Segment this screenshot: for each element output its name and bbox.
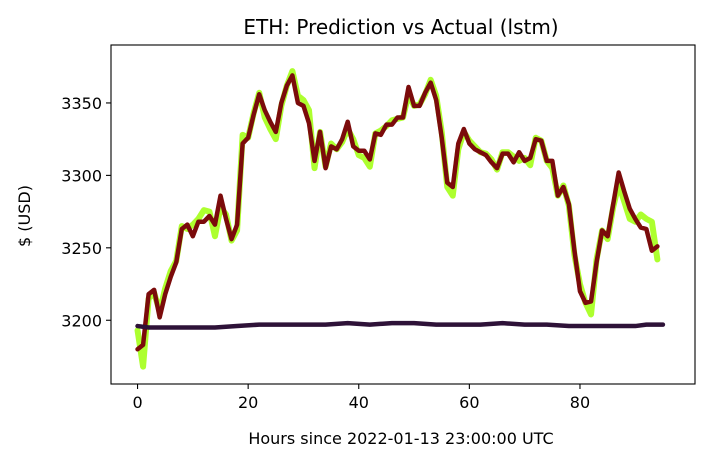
series-line-baseline — [135, 320, 666, 330]
plot-series — [134, 68, 666, 370]
chart-title: ETH: Prediction vs Actual (lstm) — [243, 15, 558, 39]
x-axis-title: Hours since 2022-01-13 23:00:00 UTC — [248, 429, 553, 448]
y-tick-label: 3200 — [61, 311, 102, 330]
y-tick-label: 3350 — [61, 94, 102, 113]
x-tick-label: 60 — [459, 393, 479, 412]
x-axis: 0 20 40 60 80 — [132, 384, 590, 412]
x-tick-label: 0 — [132, 393, 142, 412]
series-line-prediction — [135, 73, 660, 352]
y-tick-label: 3250 — [61, 239, 102, 258]
plot-frame — [110, 44, 696, 385]
x-tick-label: 40 — [349, 393, 369, 412]
y-axis-title: $ (USD) — [15, 185, 34, 247]
y-tick-label: 3300 — [61, 166, 102, 185]
y-axis: 3200 3250 3300 3350 — [61, 94, 111, 330]
x-tick-label: 80 — [570, 393, 590, 412]
x-tick-label: 20 — [238, 393, 258, 412]
